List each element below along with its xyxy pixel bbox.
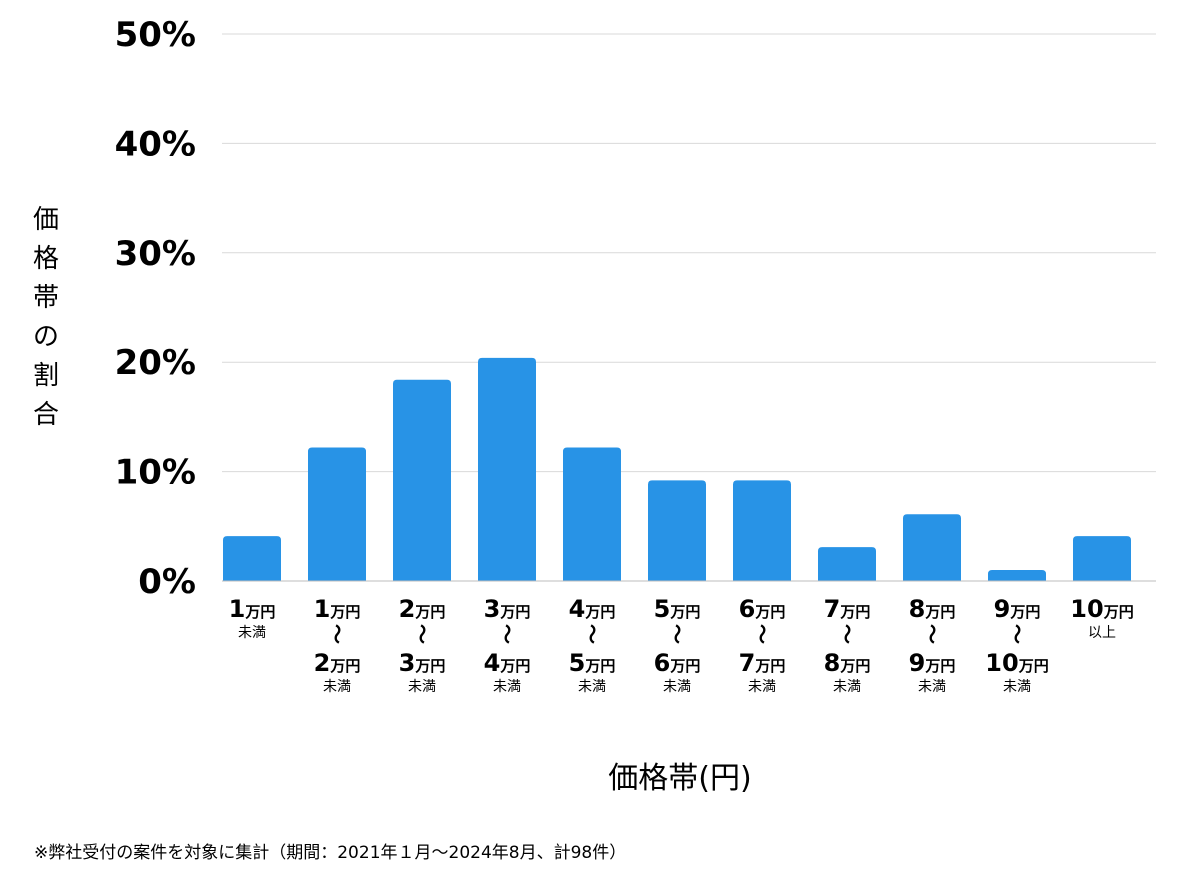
bar [648, 480, 706, 581]
y-axis-label-char: 割 [33, 361, 59, 391]
x-tick-suffix: 未満 [833, 679, 861, 695]
x-tick-suffix: 未満 [748, 679, 776, 695]
x-tick-tilde: ～ [1005, 624, 1029, 644]
y-tick-label: 0% [138, 562, 196, 602]
bar [563, 447, 621, 581]
x-tick-range-value: 10万円 [1070, 595, 1133, 623]
footnote: ※弊社受付の案件を対象に集計（期間：2021年１月〜2024年8月、計98件） [34, 843, 627, 863]
x-tick-suffix: 未満 [578, 679, 606, 695]
x-tick-suffix: 未満 [493, 679, 521, 695]
x-tick-range-value: 6万円 [739, 595, 786, 623]
x-tick-range-value: 3万円 [484, 595, 531, 623]
y-axis-label-char: 価 [33, 205, 59, 235]
x-tick-suffix: 未満 [408, 679, 436, 695]
bar [223, 536, 281, 581]
bar [988, 570, 1046, 581]
x-tick-range-value: 3万円 [399, 649, 446, 677]
x-tick-tilde: ～ [580, 624, 604, 644]
y-axis-label-char: 帯 [33, 283, 59, 313]
y-tick-label: 30% [115, 234, 196, 274]
bar [393, 379, 451, 581]
y-axis-ticks: 0% 10% 20% 30% 40% 50% [115, 15, 196, 602]
y-tick-label: 40% [115, 124, 196, 164]
x-axis-ticks: 1万円未満1万円～2万円未満2万円～3万円未満3万円～4万円未満4万円～5万円未… [229, 595, 1134, 695]
y-tick-label: 20% [115, 343, 196, 383]
y-axis-label-char: 合 [33, 400, 59, 430]
x-tick-suffix: 未満 [1003, 679, 1031, 695]
x-tick-range-value: 9万円 [994, 595, 1041, 623]
bar [1073, 536, 1131, 581]
x-tick-range-value: 1万円 [229, 595, 276, 623]
x-tick-range-value: 2万円 [314, 649, 361, 677]
x-tick-range-value: 8万円 [909, 595, 956, 623]
x-tick-suffix: 未満 [918, 679, 946, 695]
x-tick-tilde: ～ [410, 624, 434, 644]
x-tick-tilde: ～ [750, 624, 774, 644]
x-tick-tilde: ～ [665, 624, 689, 644]
x-tick-suffix: 以上 [1088, 625, 1116, 641]
bars [223, 357, 1131, 581]
x-axis-label: 価格帯(円) [608, 761, 751, 796]
x-tick-range-value: 6万円 [654, 649, 701, 677]
x-tick-tilde: ～ [495, 624, 519, 644]
x-tick-range-value: 8万円 [824, 649, 871, 677]
x-tick-tilde: ～ [325, 624, 349, 644]
x-tick-range-value: 9万円 [909, 649, 956, 677]
bar-chart: 0%10%20%30%40%50% 1万円未満1万円～2万円未満2万円～3万円未… [33, 15, 1156, 796]
x-tick-range-value: 2万円 [399, 595, 446, 623]
bar [308, 447, 366, 581]
x-tick-tilde: ～ [835, 624, 859, 644]
x-tick-suffix: 未満 [238, 625, 266, 641]
x-tick-range-value: 7万円 [824, 595, 871, 623]
x-tick-range-value: 7万円 [739, 649, 786, 677]
x-tick-range-value: 1万円 [314, 595, 361, 623]
x-tick-range-value: 5万円 [654, 595, 701, 623]
x-tick-tilde: ～ [920, 624, 944, 644]
gridlines [222, 33, 1156, 473]
y-axis-label-char: 格 [33, 244, 59, 274]
x-tick-suffix: 未満 [323, 679, 351, 695]
x-tick-range-value: 10万円 [985, 649, 1048, 677]
bar [733, 480, 791, 581]
x-tick-range-value: 5万円 [569, 649, 616, 677]
y-tick-label: 10% [115, 453, 196, 493]
x-tick-range-value: 4万円 [569, 595, 616, 623]
x-tick-range-value: 4万円 [484, 649, 531, 677]
bar [903, 514, 961, 581]
bar [478, 357, 536, 581]
y-tick-label: 50% [115, 15, 196, 55]
bar [818, 547, 876, 581]
y-axis-label-char: の [33, 322, 59, 352]
x-tick-suffix: 未満 [663, 679, 691, 695]
